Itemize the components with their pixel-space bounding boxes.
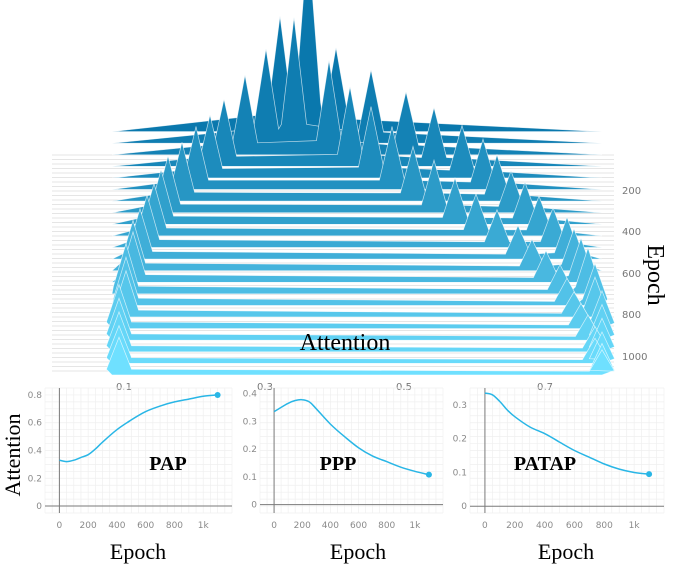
y-tick-label: 0.3 <box>243 417 257 427</box>
series-line <box>59 394 218 463</box>
x-tick-label: 600 <box>566 521 583 531</box>
ridge-series-layer <box>111 17 603 144</box>
ridge-y-tick-label: 600 <box>622 269 641 280</box>
x-tick-label: 600 <box>137 521 154 531</box>
y-tick-label: 0.2 <box>243 445 257 455</box>
panel-title: PPP <box>320 453 357 475</box>
x-tick-label: 400 <box>322 521 339 531</box>
series-end-point <box>214 391 221 398</box>
y-tick-label: 0.6 <box>28 419 43 429</box>
x-tick-label: 200 <box>506 521 523 531</box>
series-end-point <box>425 471 432 478</box>
x-tick-label: 200 <box>294 521 311 531</box>
panels-y-axis-label: Attention <box>0 413 25 496</box>
x-tick-label: 800 <box>378 521 395 531</box>
x-tick-label: 400 <box>536 521 553 531</box>
ridge-x-tick-label: 0.5 <box>396 382 412 393</box>
y-tick-label: 0 <box>36 502 42 512</box>
y-tick-label: 0.3 <box>453 401 467 411</box>
ridge-series-layer <box>106 297 616 341</box>
ridge-y-tick-label: 400 <box>622 227 641 238</box>
ridge-x-tick-label: 0.3 <box>257 382 273 393</box>
ridge-x-tick-label: 0.1 <box>116 382 132 393</box>
ridge-series-layer <box>105 336 616 376</box>
ridge-series-layer <box>106 283 616 329</box>
ridge-series-layer <box>111 256 608 306</box>
x-tick-label: 0 <box>271 521 277 531</box>
y-tick-label: 0.8 <box>28 391 43 401</box>
ridge-x-axis-label: Attention <box>300 330 391 356</box>
ppp-x-axis-label: Epoch <box>330 539 386 564</box>
y-tick-label: 0 <box>461 502 467 512</box>
y-tick-label: 0.2 <box>28 474 42 484</box>
ridge-y-ticks: 200 400 600 800 1000 <box>622 186 647 363</box>
y-tick-label: 0.4 <box>28 447 43 457</box>
x-tick-label: 800 <box>596 521 613 531</box>
y-tick-label: 0.1 <box>243 473 257 483</box>
x-tick-label: 800 <box>166 521 183 531</box>
pap-x-axis-label: Epoch <box>110 539 166 564</box>
x-tick-label: 200 <box>80 521 97 531</box>
ridge-y-tick-label: 800 <box>622 310 641 321</box>
ridge-y-axis-label: Epoch <box>642 244 668 305</box>
ridge-y-tick-label: 1000 <box>622 352 647 363</box>
ridge-x-tick-label: 0.7 <box>537 382 553 393</box>
ridge-series-layer <box>111 0 603 132</box>
y-tick-label: 0.4 <box>243 390 258 400</box>
x-tick-label: 1k <box>409 521 421 531</box>
y-tick-label: 0 <box>251 501 257 511</box>
series-line <box>273 398 430 476</box>
panel-title: PATAP <box>514 453 576 475</box>
x-tick-label: 0 <box>482 521 488 531</box>
y-tick-label: 0.1 <box>453 468 467 478</box>
panel-title: PAP <box>149 453 186 475</box>
patap-panel: 0 0.1 0.2 0.3 0 200 400 600 800 1k PATAP <box>453 387 665 531</box>
x-tick-label: 1k <box>198 521 210 531</box>
y-tick-label: 0.2 <box>453 435 467 445</box>
ppp-panel: 0 0.1 0.2 0.3 0.4 0 200 400 600 800 1k PPP <box>243 387 444 531</box>
ridge-y-tick-label: 200 <box>622 186 641 197</box>
patap-x-axis-label: Epoch <box>538 539 594 564</box>
ridge-series-layer <box>111 86 603 167</box>
x-tick-label: 0 <box>57 521 63 531</box>
x-tick-label: 600 <box>350 521 367 531</box>
pap-panel: 0 0.2 0.4 0.6 0.8 0 200 400 600 800 1k PAP <box>28 387 233 531</box>
ridge-series-layer <box>111 60 603 156</box>
series-end-point <box>646 471 653 478</box>
ridge-series <box>105 0 616 376</box>
x-tick-label: 1k <box>629 521 641 531</box>
series-line <box>484 392 650 475</box>
x-tick-label: 400 <box>108 521 125 531</box>
ridge-x-ticks: 0.1 0.3 0.5 0.7 <box>116 382 553 393</box>
